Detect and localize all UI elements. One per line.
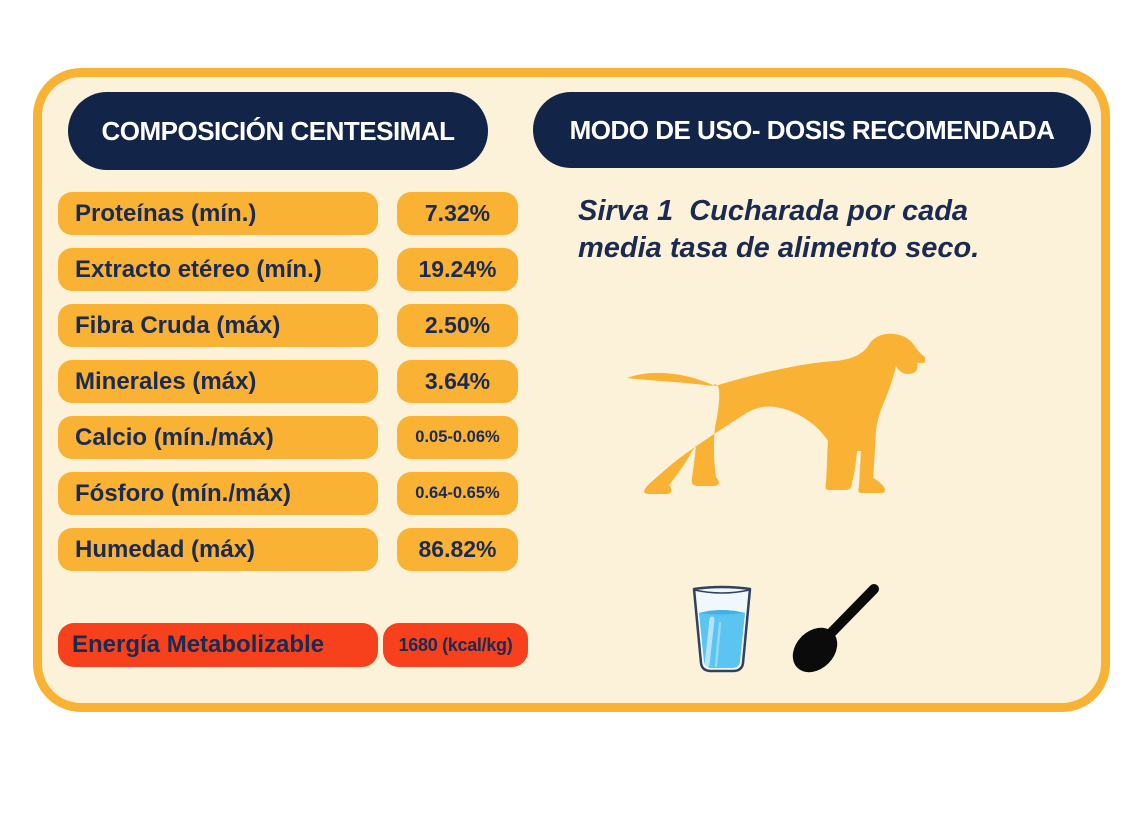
table-row-value: 0.05-0.06% (397, 416, 518, 459)
table-row-value: 0.64-0.65% (397, 472, 518, 515)
row-value-text: 19.24% (418, 256, 497, 282)
spoon-icon (792, 584, 879, 673)
row-label-text: Fibra Cruda (máx) (75, 311, 281, 339)
row-label-text: Extracto etéreo (mín.) (75, 255, 322, 283)
table-row-label: Fósforo (mín./máx) (58, 472, 378, 515)
row-value-text: 0.64-0.65% (415, 484, 500, 502)
row-value-text: 3.64% (424, 368, 491, 394)
energy-value-text: 1680 (kcal/kg) (398, 634, 513, 655)
usage-title: MODO DE USO- DOSIS RECOMENDADA (533, 92, 1091, 168)
table-row-label: Humedad (máx) (58, 528, 378, 571)
water-glass-icon (692, 585, 752, 673)
table-row-label: Fibra Cruda (máx) (58, 304, 378, 347)
composition-title: COMPOSICIÓN CENTESIMAL (68, 92, 488, 170)
energy-row-value: 1680 (kcal/kg) (383, 623, 528, 667)
row-label-text: Calcio (mín./máx) (75, 423, 274, 451)
table-row-label: Calcio (mín./máx) (58, 416, 378, 459)
table-row-value: 19.24% (397, 248, 518, 291)
table-row-value: 7.32% (397, 192, 518, 235)
usage-title-text: MODO DE USO- DOSIS RECOMENDADA (569, 114, 1055, 145)
row-value-text: 2.50% (424, 312, 491, 338)
row-label-text: Proteínas (mín.) (75, 199, 257, 227)
table-row-label: Extracto etéreo (mín.) (58, 248, 378, 291)
row-value-text: 7.32% (424, 200, 491, 226)
dog-silhouette-icon (627, 333, 925, 494)
row-label-text: Humedad (máx) (75, 535, 256, 563)
table-row-label: Minerales (máx) (58, 360, 378, 403)
table-row-label: Proteínas (mín.) (58, 192, 378, 235)
label-card: COMPOSICIÓN CENTESIMAL Proteínas (mín.) … (33, 68, 1110, 712)
energy-label-text: Energía Metabolizable (72, 631, 325, 658)
row-value-text: 86.82% (418, 536, 497, 562)
table-row-value: 2.50% (397, 304, 518, 347)
composition-title-text: COMPOSICIÓN CENTESIMAL (101, 115, 455, 146)
row-label-text: Minerales (máx) (75, 367, 257, 395)
energy-row-label: Energía Metabolizable (58, 623, 378, 667)
table-row-value: 3.64% (397, 360, 518, 403)
row-value-text: 0.05-0.06% (415, 428, 500, 446)
usage-instruction: Sirva 1 Cucharada por cada media tasa de… (578, 195, 980, 264)
row-label-text: Fósforo (mín./máx) (75, 479, 292, 507)
table-row-value: 86.82% (397, 528, 518, 571)
